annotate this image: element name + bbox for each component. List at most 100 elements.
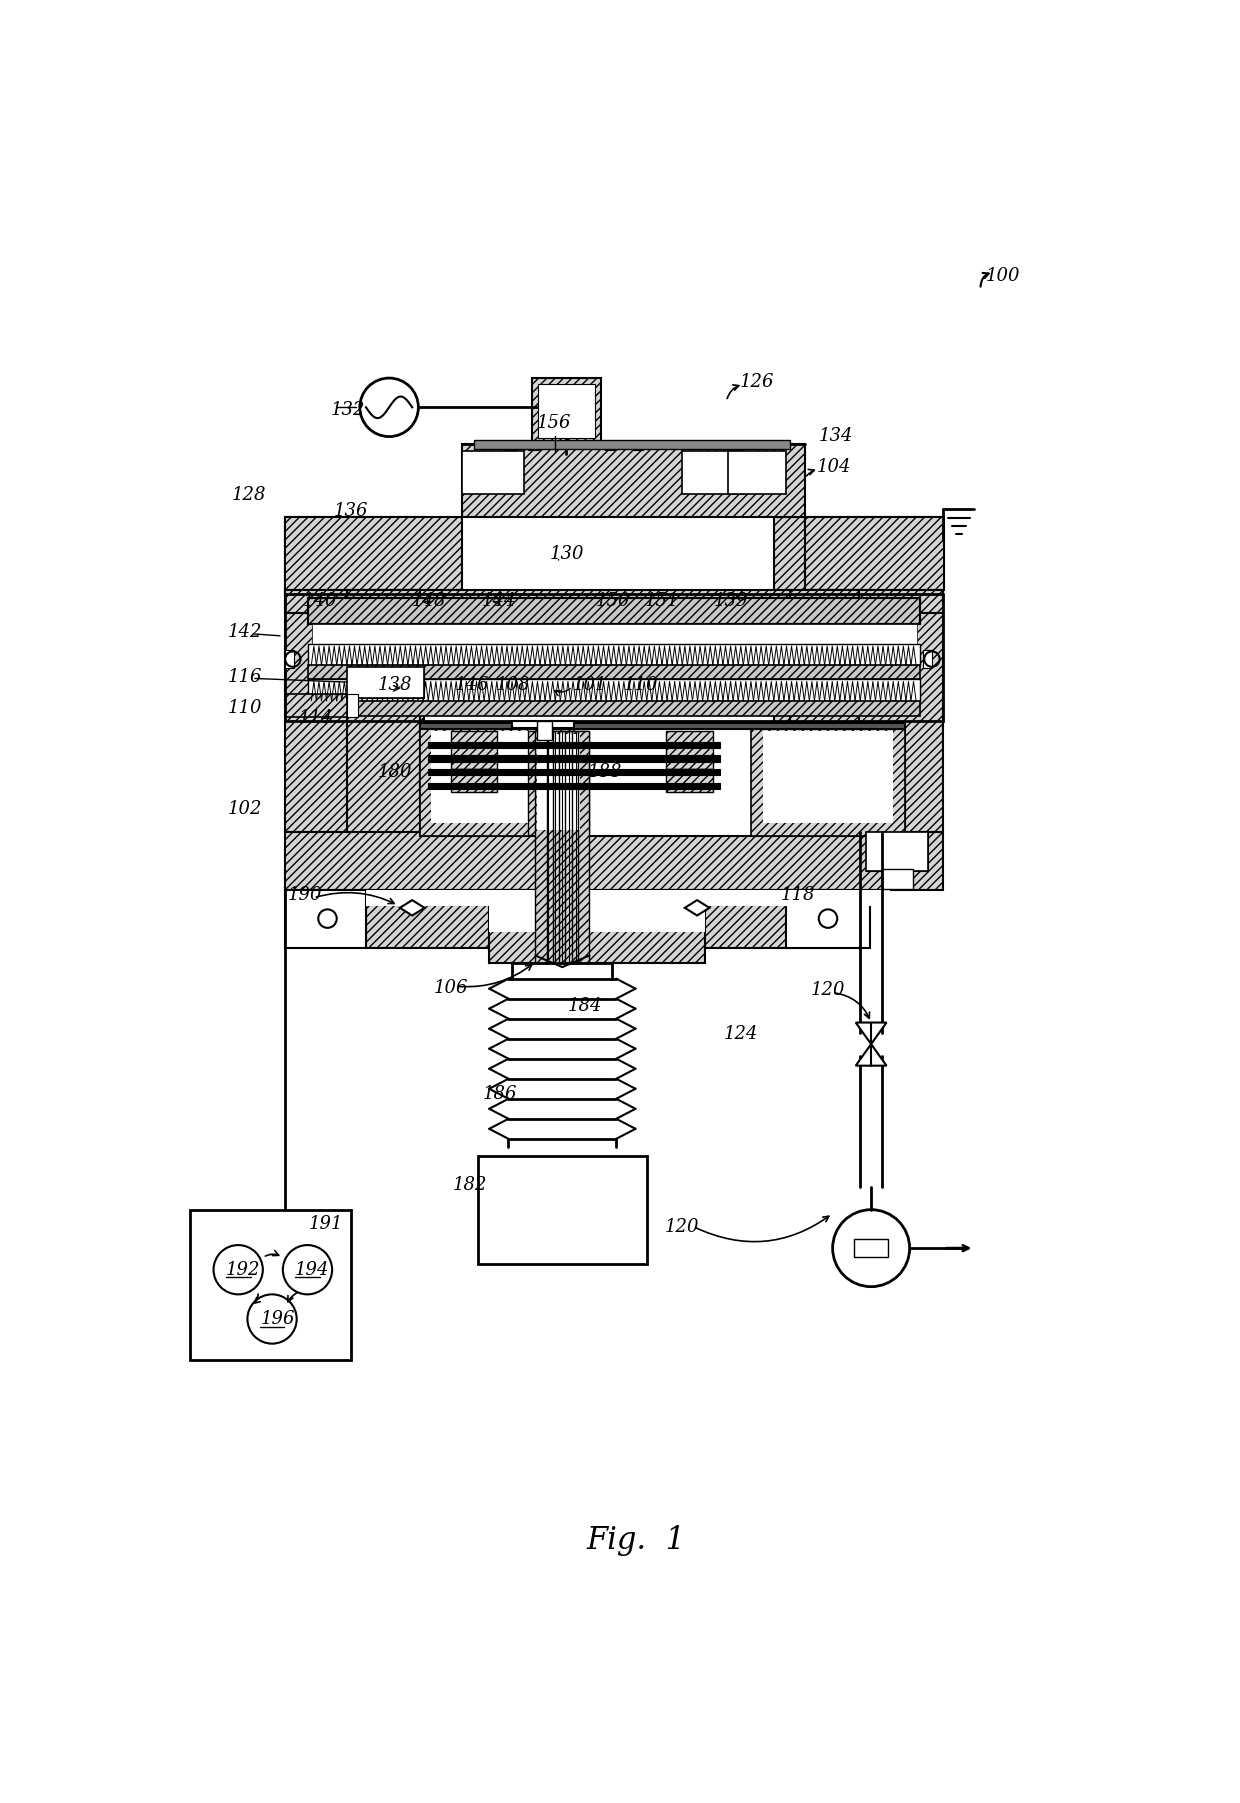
- Bar: [347, 667, 424, 698]
- Bar: [285, 694, 347, 718]
- Text: 151: 151: [645, 593, 680, 611]
- Bar: [285, 593, 944, 721]
- Text: 196: 196: [260, 1311, 295, 1329]
- Bar: [420, 725, 574, 837]
- Bar: [420, 725, 905, 837]
- Bar: [463, 444, 805, 517]
- Bar: [347, 694, 358, 718]
- Bar: [285, 517, 424, 833]
- Bar: [285, 891, 366, 948]
- Bar: [428, 755, 720, 761]
- Bar: [854, 1239, 888, 1257]
- Bar: [536, 730, 589, 963]
- Bar: [867, 833, 928, 871]
- Bar: [366, 891, 551, 948]
- Text: 134: 134: [818, 427, 853, 445]
- Bar: [774, 517, 944, 833]
- Text: 104: 104: [816, 458, 851, 476]
- Text: 148: 148: [412, 593, 446, 611]
- Bar: [309, 644, 920, 665]
- Bar: [537, 734, 580, 829]
- Text: 182: 182: [453, 1176, 487, 1194]
- Bar: [450, 770, 497, 792]
- Bar: [512, 721, 574, 728]
- Text: 146: 146: [455, 676, 489, 694]
- Bar: [428, 783, 720, 790]
- Text: 138: 138: [377, 676, 412, 694]
- Polygon shape: [856, 1044, 887, 1066]
- Polygon shape: [684, 900, 709, 916]
- Text: 191: 191: [309, 1215, 342, 1233]
- Bar: [790, 590, 859, 837]
- Bar: [631, 444, 644, 449]
- Bar: [666, 730, 713, 770]
- Text: 194: 194: [295, 1260, 330, 1278]
- Polygon shape: [856, 1022, 887, 1044]
- Bar: [532, 379, 601, 444]
- Bar: [651, 891, 836, 948]
- Bar: [867, 833, 928, 871]
- Text: 128: 128: [232, 487, 267, 505]
- Text: 130: 130: [549, 545, 584, 563]
- Bar: [882, 869, 913, 889]
- Text: 120: 120: [811, 981, 846, 999]
- Text: 139: 139: [714, 593, 749, 611]
- Text: 192: 192: [226, 1260, 260, 1278]
- Text: 136: 136: [334, 501, 368, 519]
- Text: 110: 110: [227, 698, 262, 716]
- Bar: [605, 444, 616, 449]
- Bar: [309, 597, 920, 624]
- Text: 120: 120: [665, 1217, 699, 1235]
- Bar: [505, 444, 516, 449]
- Text: 101: 101: [573, 676, 606, 694]
- Bar: [805, 517, 944, 590]
- Text: 114: 114: [299, 709, 332, 727]
- Text: 190: 190: [288, 887, 322, 905]
- Bar: [347, 667, 424, 698]
- Bar: [347, 590, 420, 837]
- Text: 150: 150: [595, 593, 630, 611]
- Bar: [538, 384, 595, 438]
- Bar: [666, 770, 713, 792]
- Text: 132: 132: [331, 402, 365, 420]
- Polygon shape: [399, 900, 424, 916]
- Bar: [285, 590, 944, 613]
- Text: 124: 124: [724, 1026, 759, 1044]
- Text: 110: 110: [624, 676, 658, 694]
- Text: 100: 100: [986, 267, 1021, 285]
- Bar: [463, 451, 523, 494]
- Bar: [285, 833, 944, 891]
- Bar: [309, 701, 920, 716]
- Text: 108: 108: [495, 676, 529, 694]
- Text: 180: 180: [377, 763, 412, 781]
- Bar: [682, 451, 743, 494]
- Text: 188: 188: [588, 763, 622, 781]
- Bar: [309, 680, 920, 701]
- Text: 106: 106: [434, 979, 469, 997]
- Bar: [728, 451, 786, 494]
- Text: 144: 144: [481, 593, 516, 611]
- Bar: [420, 723, 905, 728]
- Bar: [923, 649, 932, 669]
- Text: 118: 118: [780, 887, 815, 905]
- Bar: [366, 891, 889, 905]
- Bar: [450, 730, 497, 770]
- Bar: [347, 667, 424, 698]
- Bar: [285, 649, 294, 669]
- Bar: [432, 730, 567, 824]
- Bar: [528, 730, 589, 835]
- Text: 140: 140: [303, 593, 337, 611]
- Text: 186: 186: [484, 1085, 517, 1103]
- Bar: [477, 1156, 647, 1264]
- Text: 126: 126: [739, 373, 774, 391]
- Text: 142: 142: [227, 624, 262, 642]
- Bar: [490, 891, 704, 963]
- Bar: [428, 770, 720, 775]
- Bar: [528, 444, 539, 449]
- Bar: [309, 665, 920, 680]
- Text: 102: 102: [227, 801, 262, 819]
- Text: 184: 184: [568, 997, 603, 1015]
- Bar: [285, 517, 463, 590]
- Bar: [309, 597, 920, 624]
- Bar: [867, 833, 928, 871]
